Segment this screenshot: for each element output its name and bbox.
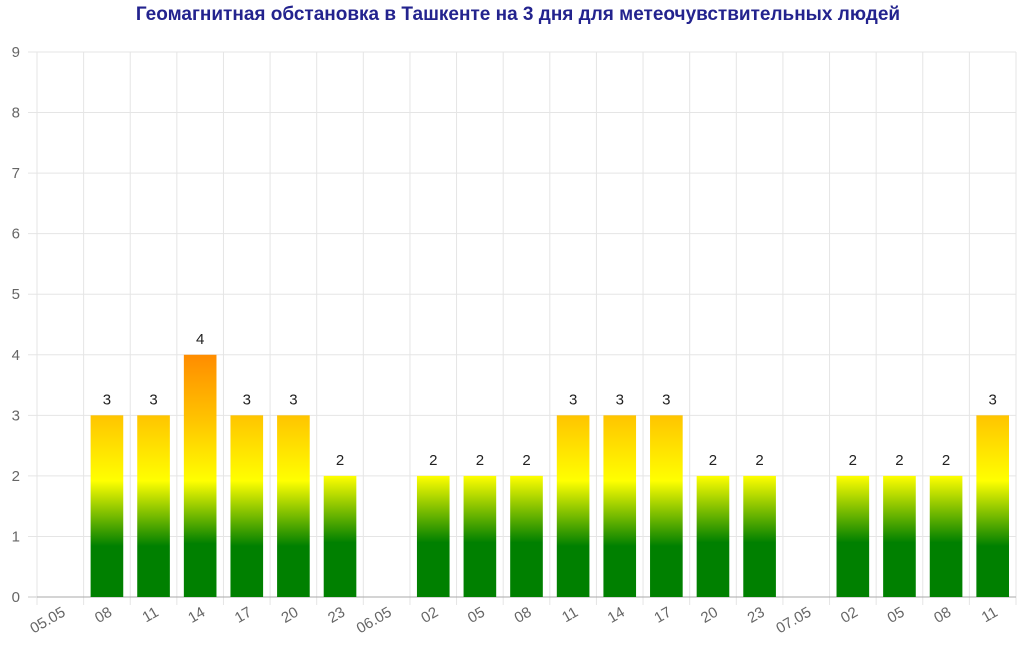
y-tick-label: 9 [12,44,20,61]
x-tick-label: 02 [838,604,861,627]
x-tick-label: 05.05 [27,604,68,637]
y-tick-label: 7 [12,165,20,182]
y-tick-label: 6 [12,226,20,243]
bar-value-label: 3 [243,391,251,408]
bar-value-label: 2 [336,452,344,469]
x-tick-label: 11 [140,604,162,627]
bar [836,475,870,597]
bar [230,415,264,597]
y-axis-ticks: 0 1 2 3 4 5 6 7 8 9 [12,44,20,606]
bar [696,475,730,597]
x-tick-label: 14 [185,604,208,627]
x-tick-label: 17 [651,604,674,627]
y-tick-label: 1 [12,528,20,545]
data-labels: 3 3 4 3 3 2 2 2 2 3 3 3 2 2 2 2 2 3 [103,331,997,469]
x-tick-label: 05 [885,604,908,627]
x-tick-label: 20 [278,604,301,627]
y-tick-label: 5 [12,286,20,303]
bars [90,354,1010,597]
bar-value-label: 2 [709,452,717,469]
bar [323,475,357,597]
chart-title: Геомагнитная обстановка в Ташкенте на 3 … [135,4,901,25]
bar [510,475,543,597]
bar-value-label: 2 [755,452,763,469]
bar [416,475,450,597]
bar-value-label: 3 [616,391,624,408]
x-tick-label: 07.05 [773,604,814,637]
bar [650,415,683,597]
bar [883,475,916,597]
bar-value-label: 3 [103,391,111,408]
bar [976,415,1010,597]
y-tick-label: 0 [12,589,20,606]
bar [277,415,310,597]
bar [90,415,124,597]
x-axis-ticks: 05.05 08 11 14 17 20 23 06.05 02 05 08 11 14 17 20 23 07… [27,604,1000,637]
x-tick-label: 23 [745,604,768,627]
bar [183,354,217,597]
bar-value-label: 3 [149,391,157,408]
x-tick-label: 11 [979,604,1001,627]
bar [603,415,637,597]
x-tick-label: 08 [931,604,954,627]
bar [463,475,497,597]
x-tick-label: 02 [418,604,441,627]
bar [743,475,776,597]
x-tick-label: 08 [92,604,115,627]
x-tick-label: 17 [232,604,255,627]
x-tick-label: 20 [698,604,721,627]
bar-value-label: 3 [289,391,297,408]
y-tick-label: 3 [12,407,20,424]
y-tick-label: 2 [12,468,20,485]
bar-value-label: 2 [476,452,484,469]
y-tick-label: 8 [12,105,20,122]
bar-value-label: 3 [662,391,670,408]
bar-value-label: 3 [989,391,997,408]
bar-value-label: 4 [196,331,204,348]
bar-value-label: 3 [569,391,577,408]
bar [137,415,170,597]
y-tick-label: 4 [12,347,20,364]
grid [28,51,1017,605]
bar-value-label: 2 [429,452,437,469]
bar-value-label: 2 [942,452,950,469]
bar-value-label: 2 [522,452,530,469]
x-tick-label: 06.05 [354,604,395,637]
x-tick-label: 14 [605,604,628,627]
x-tick-label: 23 [325,604,348,627]
bar [929,475,963,597]
x-tick-label: 11 [559,604,581,627]
bar [556,415,590,597]
bar-value-label: 2 [895,452,903,469]
bar-value-label: 2 [849,452,857,469]
x-tick-label: 05 [465,604,488,627]
x-tick-label: 08 [512,604,535,627]
